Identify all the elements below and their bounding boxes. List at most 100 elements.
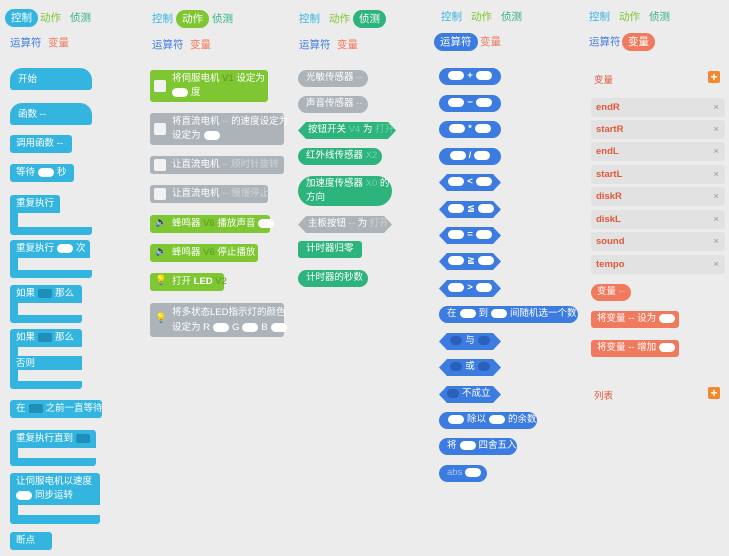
variable-item[interactable]: startL × [591, 165, 725, 184]
add-list-button[interactable]: + [708, 387, 720, 399]
light-sensor-port[interactable]: -- [356, 72, 363, 83]
tab-operator[interactable]: 运算符 [152, 39, 184, 51]
le-right-input[interactable] [478, 204, 494, 213]
change-variable-input[interactable] [659, 342, 676, 352]
add-right-input[interactable] [475, 70, 492, 80]
remove-variable-button[interactable]: × [713, 169, 719, 180]
variable-item[interactable]: sound × [591, 232, 725, 251]
tab-variable[interactable]: 变量 [480, 36, 501, 48]
subtract-left-input[interactable] [448, 97, 465, 107]
if-else-condition-slot[interactable] [38, 332, 53, 342]
rgb-r-input[interactable] [213, 322, 230, 332]
dc-stop-block[interactable]: 让直流电机 -- 慢慢停止 [150, 185, 269, 203]
set-variable-block[interactable]: 将变量 -- 设为 [591, 311, 679, 328]
variable-item[interactable]: endL × [591, 142, 725, 161]
tab-operator[interactable]: 运算符 [299, 39, 331, 51]
if-condition-slot[interactable] [38, 288, 53, 298]
subtract-right-input[interactable] [475, 97, 492, 107]
change-variable-block[interactable]: 将变量 -- 增加 [591, 340, 679, 357]
remove-variable-button[interactable]: × [713, 102, 719, 113]
call-function-block[interactable]: 调用函数 -- [10, 135, 72, 153]
mod-left-input[interactable] [448, 414, 464, 424]
tab-sense[interactable]: 侦测 [649, 11, 670, 23]
mod-right-input[interactable] [489, 414, 506, 424]
dc-speed-input[interactable] [203, 130, 220, 140]
variable-item[interactable]: diskR × [591, 187, 725, 206]
multiply-operator-block[interactable]: * [439, 121, 501, 138]
sound-sensor-port[interactable]: -- [356, 98, 363, 109]
lt-right-input[interactable] [476, 177, 492, 186]
abs-block[interactable]: abs [439, 465, 487, 482]
tab-operator[interactable]: 运算符 [589, 36, 621, 48]
function-block[interactable]: 函数 -- [10, 103, 92, 125]
abs-label[interactable]: abs [447, 467, 463, 478]
variable-item[interactable]: startR × [591, 120, 725, 139]
multiply-left-input[interactable] [449, 123, 466, 133]
eq-right-input[interactable] [476, 230, 492, 239]
tab-sense[interactable]: 侦测 [70, 12, 91, 24]
buzzer-stop-port[interactable]: V6 [203, 247, 215, 258]
remove-variable-button[interactable]: × [713, 259, 719, 270]
rgb-g-input[interactable] [242, 322, 259, 332]
tab-action[interactable]: 动作 [619, 11, 640, 23]
tab-variable[interactable]: 变量 [337, 39, 358, 51]
tab-sense[interactable]: 侦测 [501, 11, 522, 23]
accel-sensor-port[interactable]: X0 [365, 178, 378, 189]
wait-input[interactable] [38, 167, 55, 177]
remove-variable-button[interactable]: × [713, 214, 719, 225]
random-min-input[interactable] [459, 308, 476, 318]
tab-sense[interactable]: 侦测 [212, 13, 233, 25]
abs-input[interactable] [465, 467, 482, 477]
ir-sensor-port[interactable]: X2 [365, 150, 378, 161]
or-right-slot[interactable] [478, 362, 490, 371]
main-button-state[interactable]: 打开 [369, 218, 389, 229]
subtract-operator-block[interactable]: − [439, 95, 501, 112]
tab-action[interactable]: 动作 [40, 12, 61, 24]
set-variable-input[interactable] [659, 313, 676, 323]
sound-sensor-block[interactable]: 声音传感器 -- [298, 96, 368, 113]
or-left-slot[interactable] [450, 362, 462, 371]
gt-right-input[interactable] [476, 283, 492, 292]
remove-variable-button[interactable]: × [713, 146, 719, 157]
start-block[interactable]: 开始 [10, 68, 92, 90]
buzzer-port[interactable]: V6 [203, 218, 215, 229]
repeat-count-input[interactable] [57, 243, 74, 253]
equal-block[interactable]: = [439, 227, 501, 244]
variable-item[interactable]: diskL × [591, 210, 725, 229]
tab-action[interactable]: 动作 [471, 11, 492, 23]
divide-right-input[interactable] [474, 150, 491, 160]
tab-control[interactable]: 控制 [441, 11, 462, 23]
tab-control[interactable]: 控制 [589, 11, 610, 23]
less-equal-block[interactable]: ≦ [439, 201, 501, 218]
ir-sensor-block[interactable]: 红外线传感器 X2 [298, 148, 382, 165]
remove-variable-button[interactable]: × [713, 191, 719, 202]
tab-sense[interactable]: 侦测 [353, 10, 386, 28]
variable-reporter-block[interactable]: 变量 -- [591, 284, 631, 301]
rgb-led-block[interactable]: 💡 将多状态LED指示灯的颜色 设定为 R G B [150, 303, 287, 337]
breakpoint-block[interactable]: 断点 [10, 532, 52, 550]
round-input[interactable] [459, 440, 476, 450]
wait-until-block[interactable]: 在 之前一直等待 [10, 400, 103, 418]
tab-action[interactable]: 动作 [176, 10, 209, 28]
round-block[interactable]: 将 四舍五入 [439, 438, 517, 455]
tab-variable[interactable]: 变量 [48, 37, 69, 49]
and-right-slot[interactable] [478, 336, 490, 345]
led-on-block[interactable]: 💡 打开 LED V2 [150, 273, 227, 291]
buzzer-play-block[interactable]: 🔈 蜂鸣器 V6 播放声音 [150, 215, 275, 233]
dc-rotate-block[interactable]: 让直流电机 -- 顺时针旋转 [150, 156, 284, 174]
divide-operator-block[interactable]: / [439, 148, 501, 165]
tab-variable[interactable]: 变量 [622, 33, 655, 51]
and-block[interactable]: 与 [439, 333, 501, 350]
gt-left-input[interactable] [448, 283, 464, 292]
tab-action[interactable]: 动作 [329, 13, 350, 25]
multiply-right-input[interactable] [474, 123, 491, 133]
tab-operator[interactable]: 运算符 [10, 37, 42, 49]
ge-right-input[interactable] [478, 256, 494, 265]
wait-block[interactable]: 等待 秒 [10, 164, 74, 182]
led-port[interactable]: V2 [215, 276, 227, 287]
greater-than-block[interactable]: > [439, 280, 501, 297]
add-variable-button[interactable]: + [708, 71, 720, 83]
not-block[interactable]: 不成立 [439, 386, 501, 403]
lt-left-input[interactable] [448, 177, 464, 186]
buzzer-stop-block[interactable]: 🔈 蜂鸣器 V6 停止播放 [150, 244, 258, 262]
